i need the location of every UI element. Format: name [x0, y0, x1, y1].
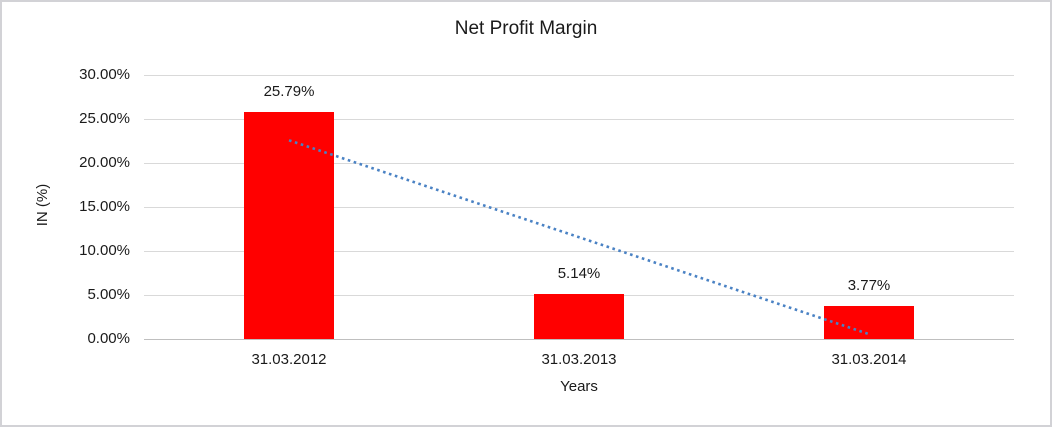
y-tick-label: 10.00% [79, 242, 130, 259]
x-tick-label: 31.03.2012 [251, 351, 327, 368]
y-tick-label: 20.00% [79, 154, 130, 171]
bar-value-label: 25.79% [263, 83, 315, 100]
bar [824, 306, 914, 339]
y-tick-label: 0.00% [87, 330, 130, 347]
bar [244, 112, 334, 339]
y-tick-label: 5.00% [87, 286, 130, 303]
x-tick-label: 31.03.2013 [541, 351, 617, 368]
x-axis-title: Years [560, 378, 598, 395]
bar-value-label: 3.77% [847, 277, 891, 294]
y-tick-label: 15.00% [79, 198, 130, 215]
x-tick-label: 31.03.2014 [831, 351, 907, 368]
y-tick-label: 25.00% [79, 110, 130, 127]
bar [534, 294, 624, 339]
gridline [144, 119, 1014, 120]
gridline [144, 339, 1014, 340]
y-tick-label: 30.00% [79, 66, 130, 83]
gridline [144, 75, 1014, 76]
chart-title: Net Profit Margin [454, 18, 598, 39]
bar-value-label: 5.14% [557, 265, 601, 282]
